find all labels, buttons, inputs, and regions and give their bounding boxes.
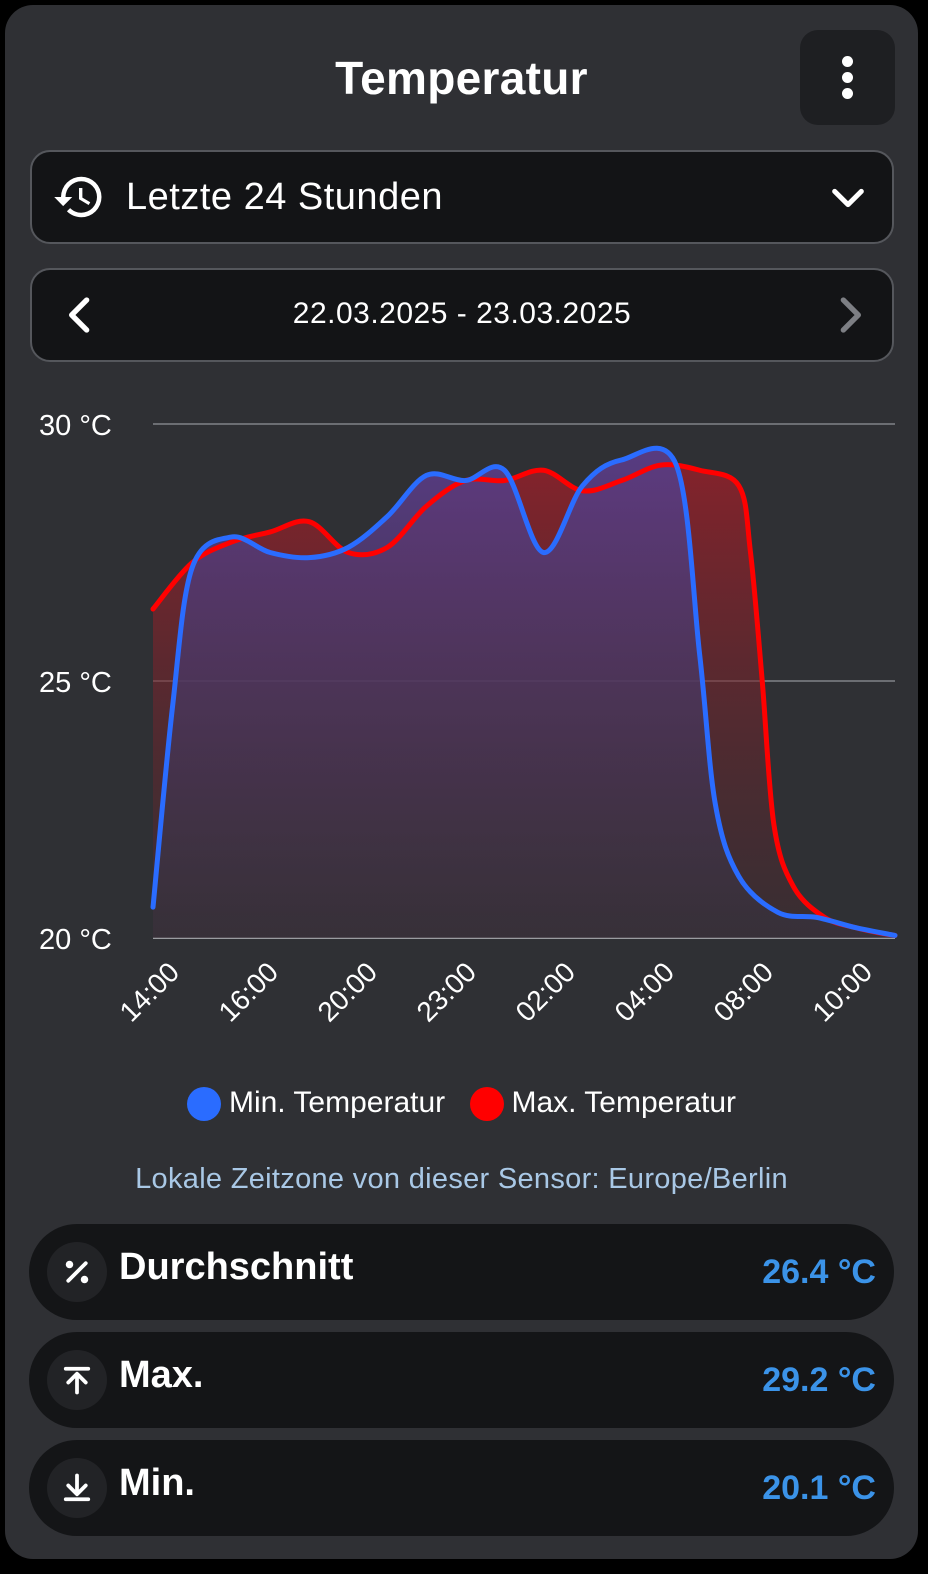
x-tick-label: 10:00: [807, 956, 878, 1027]
stat-label: Durchschnitt: [119, 1246, 354, 1288]
average-icon: [65, 1260, 89, 1284]
timezone-note: Lokale Zeitzone von dieser Sensor: Europ…: [135, 1163, 788, 1195]
chevron-right-icon[interactable]: [830, 295, 870, 335]
legend-item-max[interactable]: Max. Temperatur: [469, 1085, 737, 1121]
stat-value: 26.4 °C: [762, 1253, 876, 1291]
more-vertical-icon-dot: [842, 72, 853, 83]
average-icon-wrap: [47, 1242, 107, 1302]
x-tick-label: 16:00: [213, 956, 284, 1027]
x-tick-label: 20:00: [312, 956, 383, 1027]
stat-label: Max.: [119, 1354, 204, 1396]
min-area: [153, 448, 895, 938]
stat-average: Durchschnitt 26.4 °C: [29, 1224, 894, 1320]
chart-legend: Min. Temperatur Max. Temperatur: [5, 1085, 918, 1121]
history-icon: [54, 176, 102, 218]
legend-swatch-max: [469, 1086, 504, 1121]
arrow-collapse-up-icon: [63, 1366, 91, 1395]
arrow-collapse-down-icon: [63, 1473, 91, 1502]
temperature-card: Temperatur Letzte 24 Stunden 22.03.2025 …: [5, 5, 918, 1559]
date-range-navigator: 22.03.2025 - 23.03.2025: [30, 268, 894, 362]
min-series-line: [150, 445, 898, 938]
x-tick-label: 02:00: [510, 956, 581, 1027]
stat-max: Max. 29.2 °C: [29, 1332, 894, 1428]
chevron-down-icon: [832, 188, 864, 208]
stat-value: 20.1 °C: [762, 1469, 876, 1507]
y-tick-label: 30 °C: [39, 410, 112, 442]
x-tick-label: 08:00: [708, 956, 779, 1027]
arrow-collapse-up-icon-wrap: [47, 1350, 107, 1410]
stat-label: Min.: [119, 1462, 195, 1504]
x-tick-label: 23:00: [411, 956, 482, 1027]
arrow-collapse-down-icon-wrap: [47, 1458, 107, 1518]
y-tick-label: 25 °C: [39, 667, 112, 699]
more-vertical-icon: [842, 56, 853, 67]
y-tick-label: 20 °C: [39, 924, 112, 956]
legend-label-min: Min. Temperatur: [228, 1085, 446, 1119]
max-series-line: [150, 462, 898, 938]
x-tick-label: 04:00: [609, 956, 680, 1027]
date-range-label: 22.03.2025 - 23.03.2025: [292, 297, 632, 330]
x-tick-label: 14:00: [114, 956, 185, 1027]
time-range-select[interactable]: Letzte 24 Stunden: [30, 150, 894, 244]
stat-min: Min. 20.1 °C: [29, 1440, 894, 1536]
legend-label-max: Max. Temperatur: [511, 1085, 737, 1119]
more-menu-button[interactable]: [800, 30, 895, 125]
chevron-left-icon[interactable]: [60, 295, 100, 335]
legend-swatch-min: [186, 1086, 221, 1121]
more-vertical-icon-dot: [842, 88, 853, 99]
legend-item-min[interactable]: Min. Temperatur: [186, 1085, 446, 1121]
temperature-chart: 30 °C 25 °C 20 °C14:00 16:00 20:00 23:00 02:00…: [39, 410, 898, 1028]
time-range-value: Letzte 24 Stunden: [126, 176, 443, 218]
stat-value: 29.2 °C: [762, 1361, 876, 1399]
page-title: Temperatur: [335, 52, 588, 104]
